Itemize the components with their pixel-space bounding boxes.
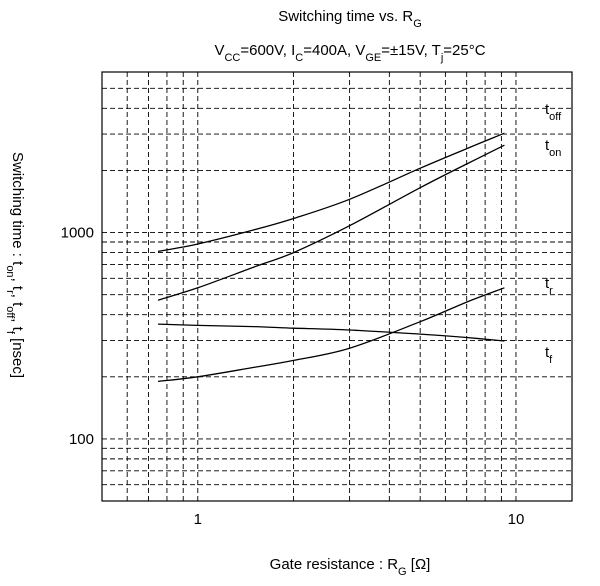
series-lines [157, 132, 505, 383]
x-tick-label: 10 [508, 511, 525, 528]
y-axis-label: Switching time : ton, tr, toff, tf [nsec… [4, 152, 26, 378]
series-label-tf: tf [545, 344, 553, 366]
series-label-ton: ton [545, 137, 561, 159]
series-line-tf [157, 323, 505, 342]
y-tick-label: 100 [69, 431, 94, 448]
series-labels: toff ton tr tf [545, 101, 562, 366]
series-line-toff [157, 132, 505, 253]
grid [102, 72, 572, 501]
series-line-ton [157, 144, 505, 301]
x-tick-label: 1 [194, 511, 202, 528]
plot-frame [101, 71, 573, 502]
x-axis-label: Gate resistance : RG [Ω] [270, 556, 431, 578]
chart-subtitle: VCC=600V, IC=400A, VGE=±15V, Tj=25°C [214, 42, 485, 64]
series-label-tr: tr [545, 275, 553, 297]
series-line-tr [157, 287, 505, 383]
tick-labels: 1 10 100 1000 [61, 225, 525, 528]
series-label-toff: toff [545, 101, 562, 123]
y-tick-label: 1000 [61, 225, 94, 242]
chart-title: Switching time vs. RG [278, 8, 422, 30]
